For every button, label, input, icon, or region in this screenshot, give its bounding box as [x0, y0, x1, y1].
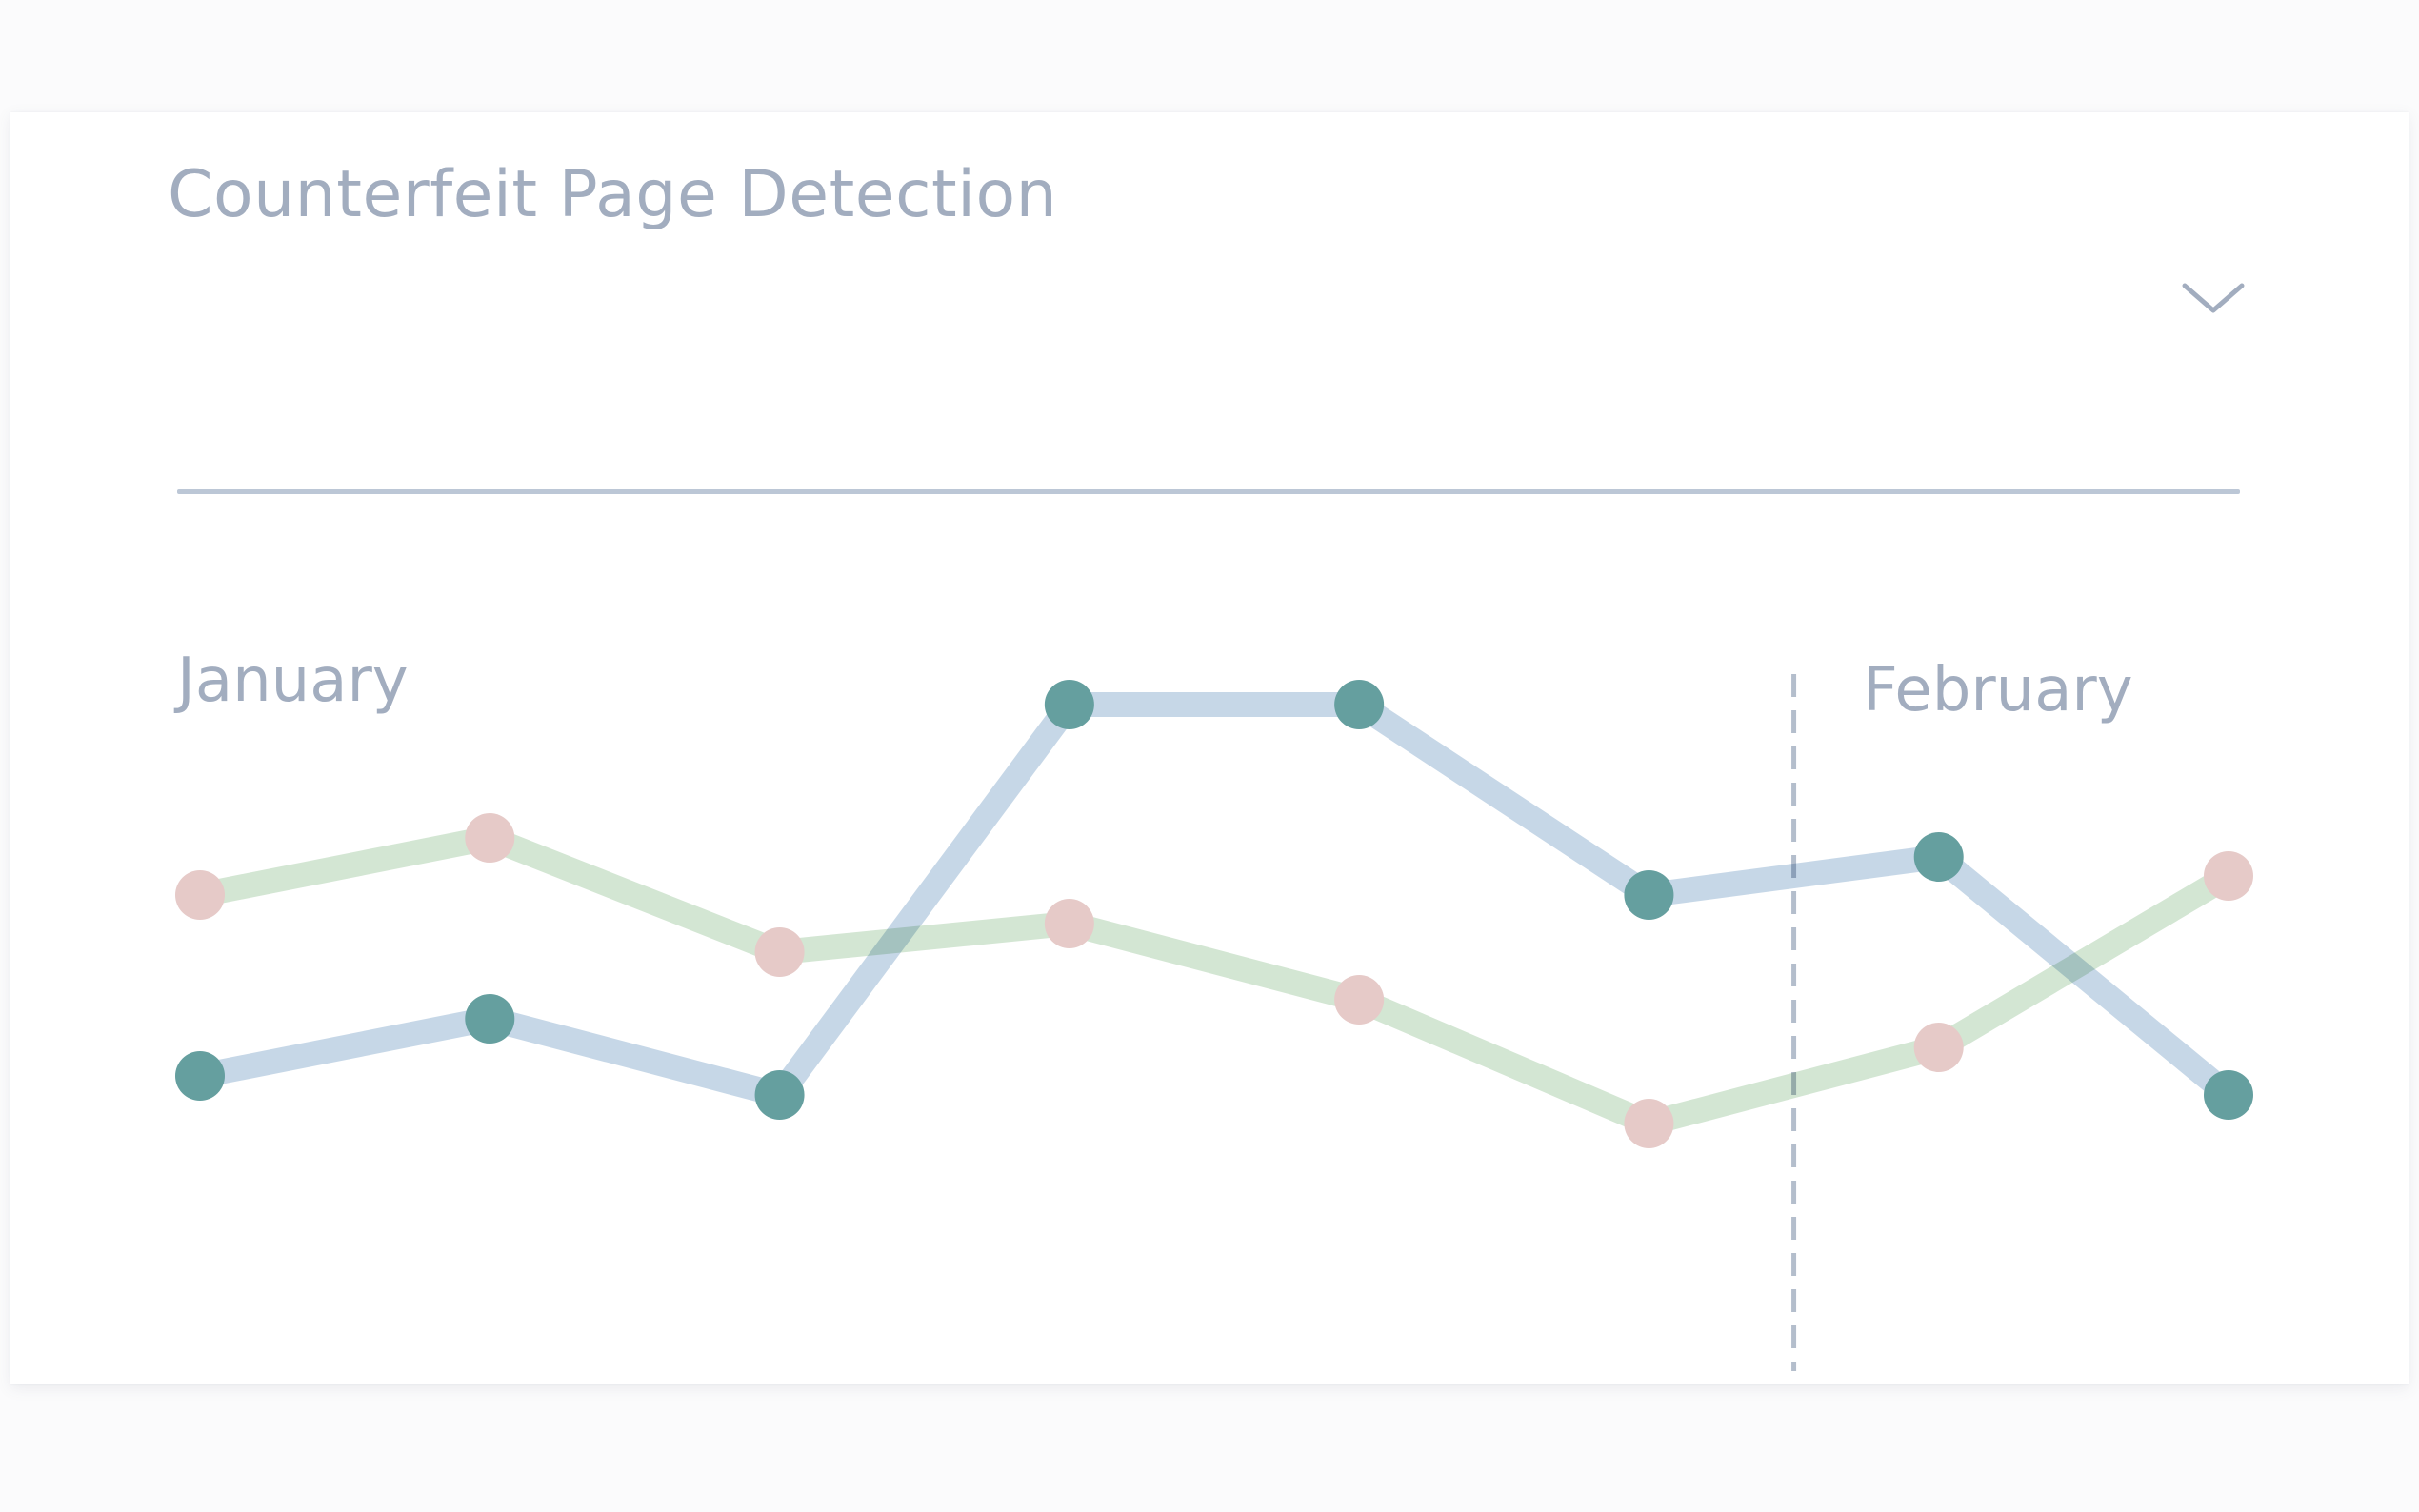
series-blue-point-6 [1624, 870, 1674, 920]
series-green-point-8 [2204, 851, 2253, 901]
series-blue-point-1 [175, 1051, 225, 1101]
series-green-point-7 [1913, 1023, 1964, 1072]
series-blue-point-5 [1334, 680, 1385, 729]
series-green-point-3 [754, 927, 805, 977]
chart-title: Counterfeit Page Detection [168, 157, 1058, 232]
month-label-january: January [173, 646, 409, 716]
series-blue-point-3 [754, 1070, 805, 1120]
title-divider [177, 489, 2240, 494]
series-green-point-2 [465, 813, 515, 863]
series-green-point-6 [1624, 1099, 1674, 1148]
series-blue-point-8 [2204, 1070, 2253, 1120]
month-label-february: February [1863, 655, 2133, 726]
series-blue-point-7 [1913, 832, 1964, 882]
series-green-point-1 [175, 870, 225, 920]
chart-card [10, 112, 2409, 1384]
series-blue-point-4 [1044, 680, 1094, 729]
chevron-down-icon[interactable] [2181, 276, 2246, 320]
series-green-point-4 [1044, 899, 1094, 948]
series-green-line [197, 825, 2235, 1137]
series-green-point-5 [1334, 975, 1385, 1025]
series-blue-line [197, 692, 2237, 1109]
series-blue-point-2 [465, 994, 515, 1044]
